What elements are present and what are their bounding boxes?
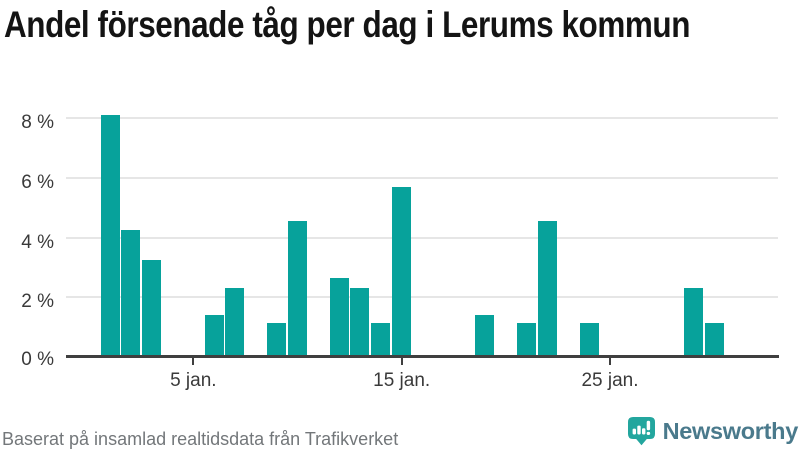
- x-axis-tick: [608, 358, 611, 365]
- bar-day-30: [704, 322, 724, 357]
- x-axis-tick-label: 5 jan.: [170, 370, 217, 391]
- bar-day-2: [121, 230, 141, 357]
- x-axis-tick: [400, 358, 403, 365]
- bar-day-9: [267, 322, 287, 357]
- y-axis-tick-label: 2 %: [21, 291, 54, 313]
- bar-day-24: [579, 322, 599, 357]
- bar-day-3: [142, 259, 162, 357]
- newsworthy-logo: Newsworthy: [627, 416, 799, 446]
- y-axis-tick-label: 6 %: [21, 171, 54, 193]
- bar-day-7: [225, 288, 245, 357]
- bar-day-1: [100, 115, 120, 357]
- bar-day-22: [537, 221, 557, 357]
- bar-day-14: [371, 322, 391, 357]
- bar-day-21: [517, 322, 537, 357]
- newsworthy-wordmark: Newsworthy: [662, 418, 799, 444]
- y-gridline: [66, 296, 778, 299]
- x-axis-tick-label: 15 jan.: [373, 370, 431, 391]
- y-gridline: [66, 117, 778, 120]
- bar-day-29: [683, 288, 703, 357]
- bar-day-13: [350, 288, 370, 357]
- x-axis-line: [66, 355, 779, 358]
- chart-title: Andel försenade tåg per dag i Lerums kom…: [4, 4, 690, 45]
- source-attribution: Baserat på insamlad realtidsdata från Tr…: [2, 429, 399, 449]
- x-axis-tick: [192, 358, 195, 365]
- x-axis-tick-label: 25 jan.: [581, 370, 639, 391]
- bar-day-19: [475, 315, 495, 357]
- y-axis-tick-label: 0 %: [21, 349, 54, 370]
- bar-day-15: [392, 186, 412, 357]
- y-gridline: [66, 176, 778, 179]
- y-axis-tick-label: 4 %: [21, 231, 54, 253]
- newsworthy-bubble-chart-icon: [627, 416, 655, 446]
- bar-day-6: [204, 315, 224, 357]
- y-axis-tick-label: 8 %: [21, 112, 54, 134]
- y-gridline: [66, 236, 778, 239]
- bar-day-12: [329, 277, 349, 357]
- bar-day-10: [287, 221, 307, 357]
